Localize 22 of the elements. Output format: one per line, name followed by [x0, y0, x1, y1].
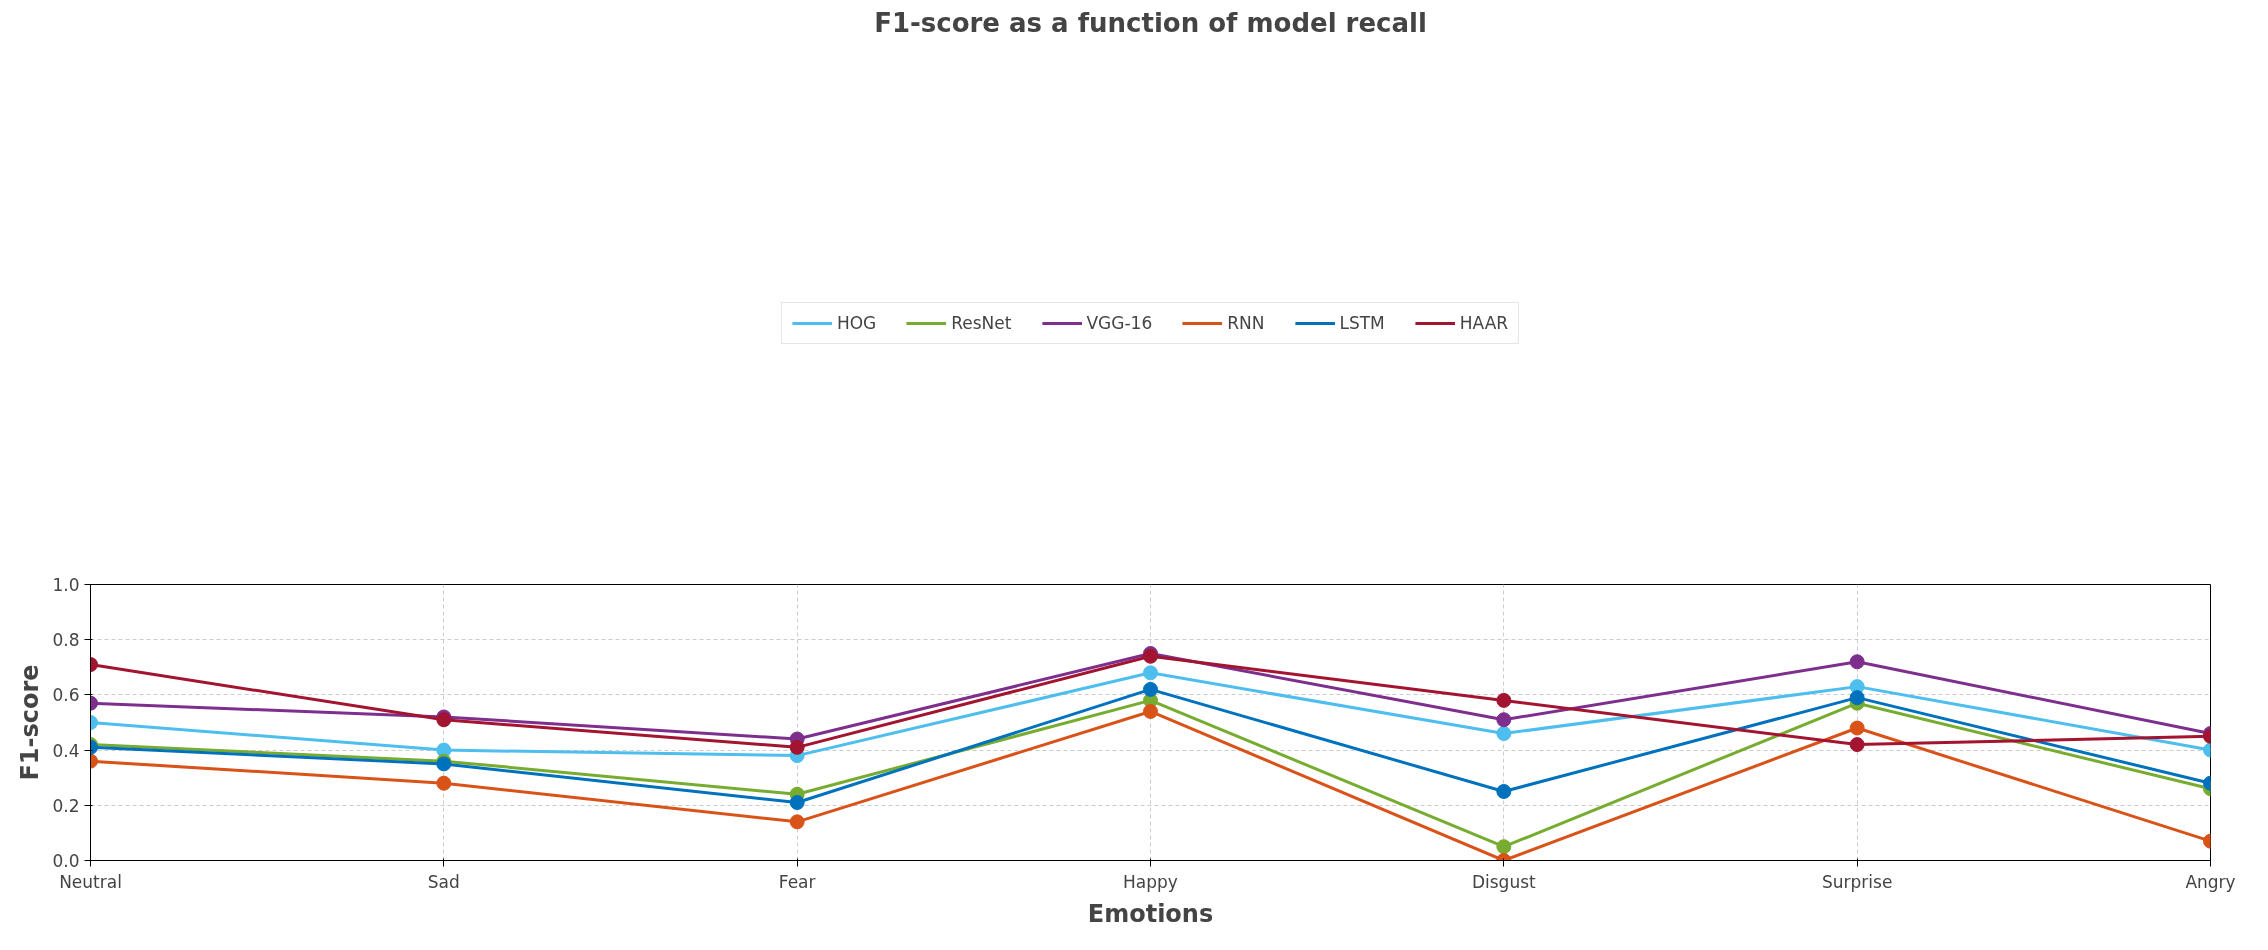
legend-label: LSTM: [1339, 313, 1385, 333]
x-axis-title: Emotions: [1087, 899, 1214, 928]
y-tick-label: 0.2: [52, 795, 80, 816]
x-tick-label: Angry: [2185, 871, 2236, 892]
x-tick-label: Sad: [427, 871, 460, 892]
y-tick-label: 0.6: [52, 685, 80, 706]
chart-title: F1-score as a function of model recall: [874, 7, 1427, 38]
y-axis-title: F1-score: [16, 664, 45, 781]
y-tick-label: 0.0: [52, 851, 80, 871]
legend-label: RNN: [1227, 313, 1265, 333]
x-tick-label: Surprise: [1821, 871, 1893, 892]
legend-label: ResNet: [951, 313, 1012, 333]
y-tick-label: 0.4: [52, 740, 80, 761]
x-tick-label: Disgust: [1471, 871, 1537, 892]
x-tick-label: Happy: [1123, 871, 1178, 892]
x-tick-label: Fear: [778, 871, 816, 892]
x-tick-label: Neutral: [59, 871, 122, 892]
legend-label: HOG: [836, 313, 877, 333]
legend-label: VGG-16: [1086, 313, 1153, 333]
legend-label: HAAR: [1459, 313, 1509, 333]
y-tick-label: 1.0: [52, 575, 80, 595]
y-tick-label: 0.8: [52, 630, 80, 651]
